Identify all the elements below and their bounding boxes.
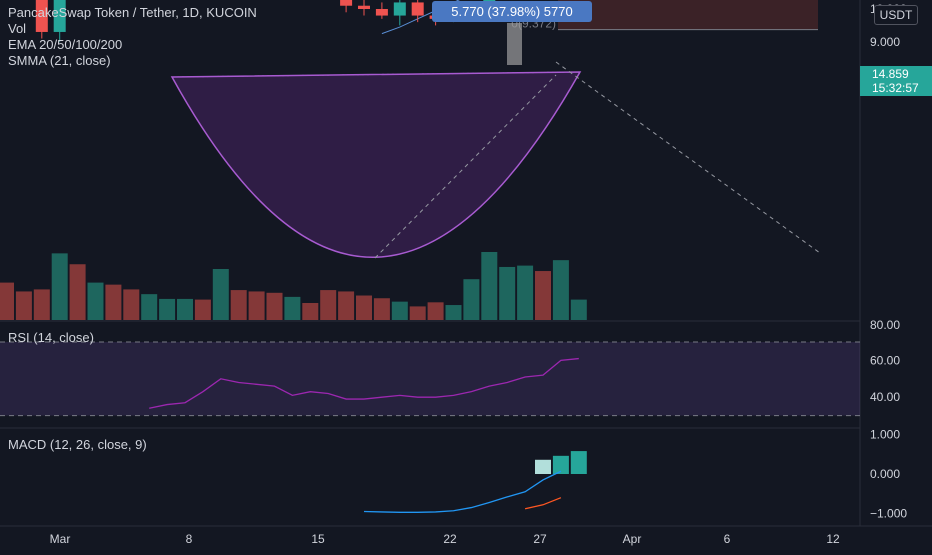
volume-bar (463, 279, 480, 320)
macd-legend[interactable]: MACD (12, 26, close, 9) (8, 437, 147, 452)
volume-bar (105, 284, 122, 320)
volume-bar (212, 269, 229, 320)
volume-bar (338, 291, 355, 320)
macd-histogram-bar (570, 451, 587, 474)
volume-bar (141, 294, 158, 320)
volume-bar (0, 282, 14, 320)
volume-bar (481, 252, 498, 320)
candle-body (393, 2, 406, 16)
symbol-title[interactable]: PancakeSwap Token / Tether, 1D, KUCOIN (8, 5, 257, 20)
volume-bar (499, 266, 516, 320)
rsi-line (149, 357, 579, 409)
candle-body (358, 5, 370, 9)
volume-bar (177, 298, 193, 320)
candle-body (375, 9, 388, 16)
candle-body (53, 0, 66, 32)
fib-zone (558, 0, 818, 30)
last-price-tag: 14.859 15:32:57 (860, 66, 932, 96)
macd-histogram-bar (552, 455, 569, 474)
volume-bar (230, 290, 247, 320)
volume-bar (320, 290, 337, 320)
cup-rim-line (171, 71, 581, 78)
volume-bar (570, 299, 587, 320)
smma-line (381, 0, 461, 35)
cup-pattern (170, 71, 582, 258)
smma-legend[interactable]: SMMA (21, close) (8, 53, 111, 68)
volume-bar (427, 302, 444, 320)
volume-legend[interactable]: Vol (8, 21, 27, 36)
candle-body (340, 0, 353, 6)
time-axis-label: 22 (443, 532, 457, 546)
macd-line (363, 470, 562, 513)
volume-bar (159, 298, 176, 320)
time-axis-label: 6 (724, 532, 731, 546)
volume-bar (266, 292, 283, 320)
measure-box (507, 23, 522, 65)
trend-line (374, 74, 557, 259)
rsi-axis-label: 80.00 (870, 318, 900, 332)
volume-bar (87, 282, 104, 320)
currency-button[interactable]: USDT (874, 5, 918, 25)
candle-body (35, 0, 48, 32)
macd-axis-label: 1.000 (870, 428, 900, 442)
volume-bar (356, 295, 372, 320)
time-axis-label: 12 (826, 532, 840, 546)
volume-bar (302, 303, 319, 320)
macd-axis-label: 0.000 (870, 467, 900, 481)
volume-bar (33, 289, 50, 320)
volume-bar (409, 306, 426, 320)
time-axis-label: 8 (186, 532, 193, 546)
price-countdown: 15:32:57 (872, 81, 919, 95)
rsi-axis-label: 40.00 (870, 390, 900, 404)
measure-tooltip: 5.770 (37.98%) 5770 (432, 1, 592, 22)
macd-histogram-bar (535, 459, 551, 474)
volume-bar (51, 253, 68, 320)
time-axis-label: 15 (311, 532, 325, 546)
last-price-value: 14.859 (872, 67, 909, 81)
volume-bar (552, 260, 569, 320)
rsi-band (0, 342, 860, 416)
main-legend: PancakeSwap Token / Tether, 1D, KUCOIN V… (8, 5, 257, 69)
time-axis-label: 27 (533, 532, 547, 546)
ema-legend[interactable]: EMA 20/50/100/200 (8, 37, 123, 52)
volume-bar (391, 301, 408, 320)
rsi-legend[interactable]: RSI (14, close) (8, 330, 94, 345)
volume-bar (535, 271, 551, 320)
volume-bar (194, 299, 211, 320)
rsi-axis-label: 60.00 (870, 353, 900, 367)
volume-bar (15, 291, 32, 320)
price-axis-label: 9.000 (870, 35, 900, 49)
volume-bar (248, 291, 265, 320)
volume-bar (373, 298, 390, 320)
time-axis-label: Mar (50, 532, 71, 546)
volume-bar (284, 296, 301, 320)
macd-axis-label: −1.000 (870, 507, 907, 521)
trend-line (555, 61, 821, 254)
signal-line (524, 497, 562, 510)
candle-body (411, 2, 424, 16)
volume-bar (123, 289, 140, 320)
volume-bar (517, 265, 534, 320)
time-axis-label: Apr (623, 532, 642, 546)
volume-bar (445, 305, 462, 320)
volume-bar (69, 264, 86, 320)
